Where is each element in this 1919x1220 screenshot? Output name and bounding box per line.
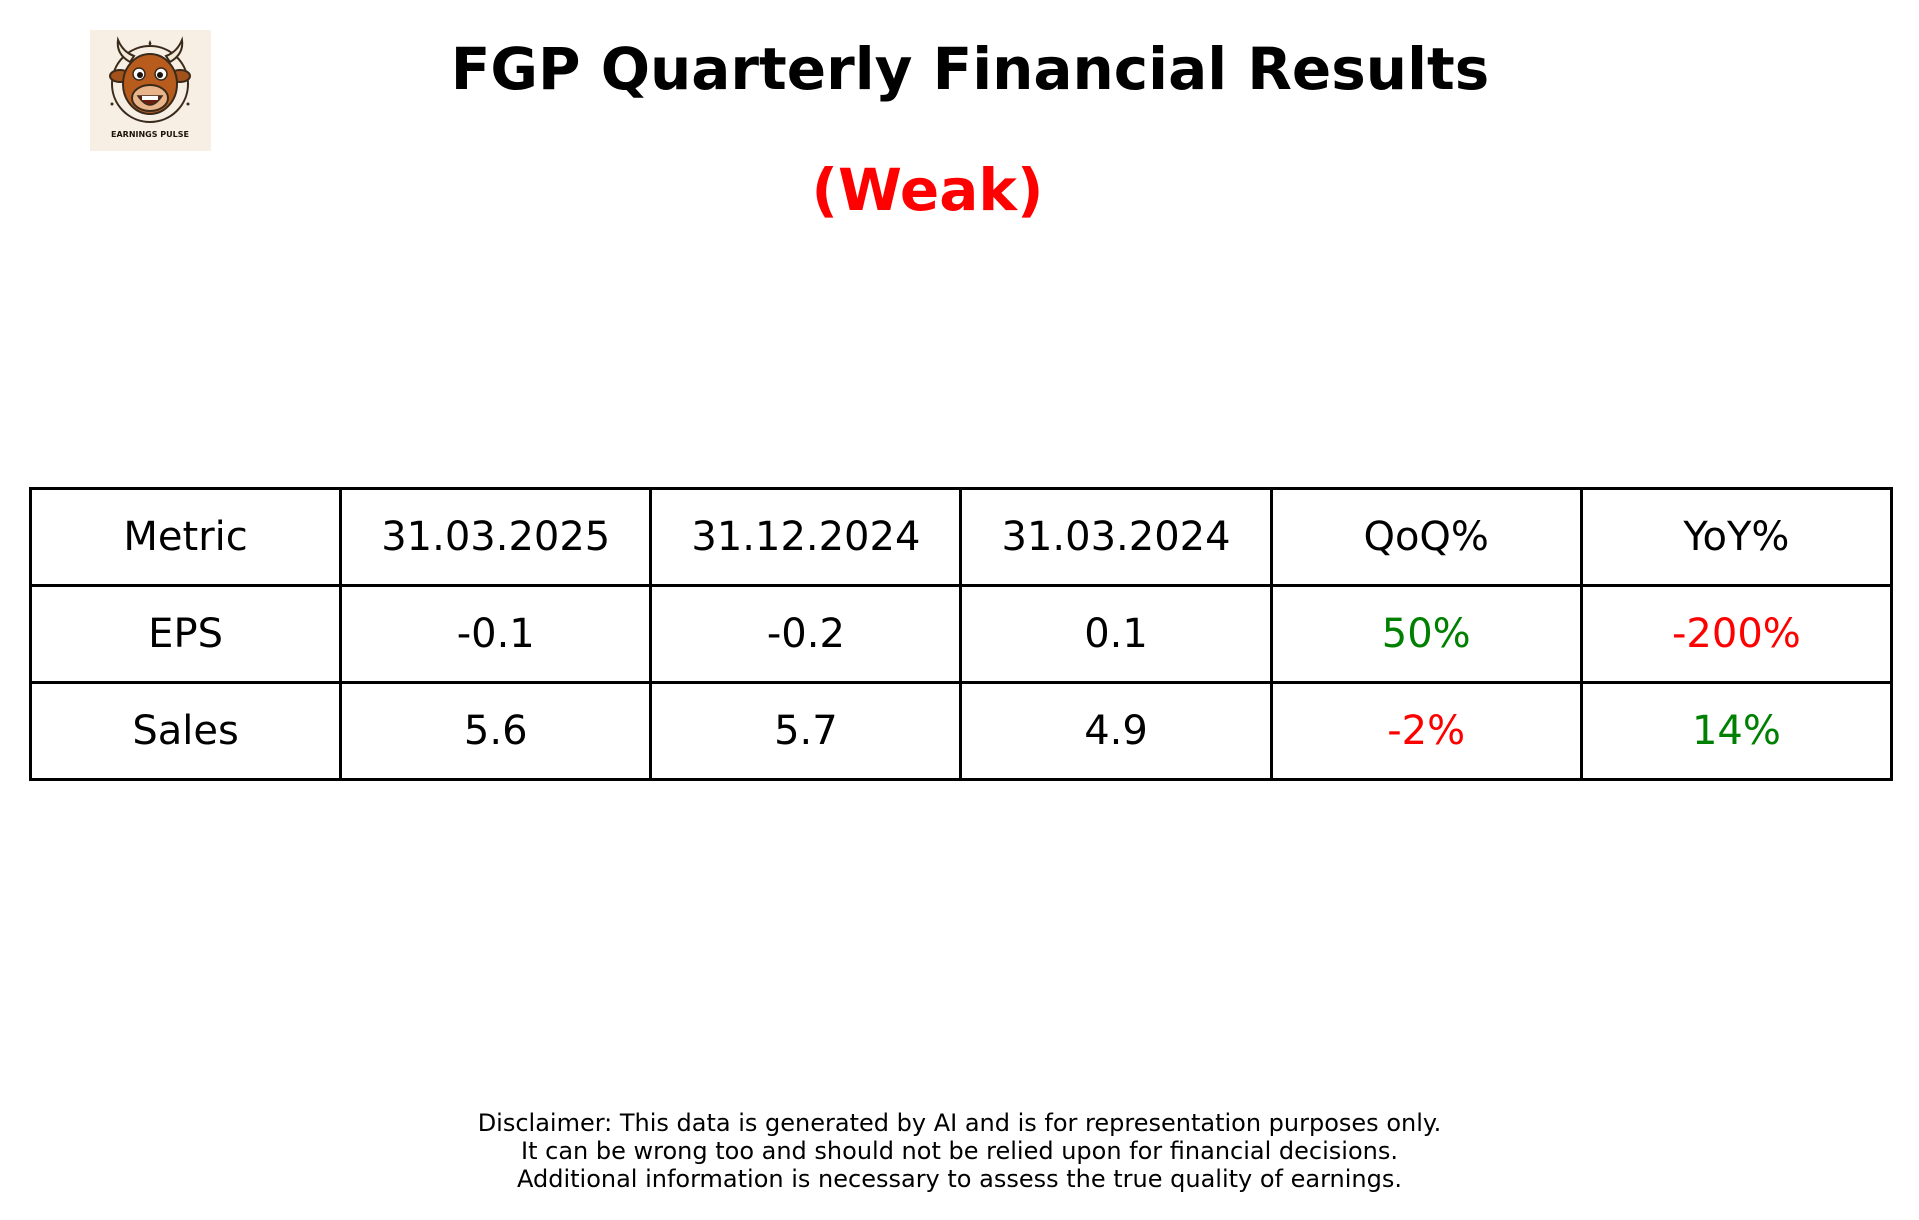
value-cell: -0.1 [339,584,653,684]
column-header-metric: Metric [28,487,343,587]
column-header-period-1: 31.03.2025 [339,487,653,587]
table-row-eps: EPS -0.1 -0.2 0.1 50% -200% [28,584,1894,684]
page-title: FGP Quarterly Financial Results [450,35,1490,103]
qoq-change-cell: -2% [1269,681,1583,781]
yoy-change-cell: 14% [1579,681,1894,781]
rating-label: (Weak) [811,156,1044,224]
value-cell: 5.6 [339,681,653,781]
yoy-change-cell: -200% [1579,584,1894,684]
column-header-yoy: YoY% [1579,487,1894,587]
table-header-row: Metric 31.03.2025 31.12.2024 31.03.2024 … [28,487,1894,587]
disclaimer-line: Additional information is necessary to a… [516,1165,1402,1193]
logo-text: EARNINGS PULSE [111,130,189,139]
column-header-qoq: QoQ% [1269,487,1583,587]
bull-icon: EARNINGS PULSE [109,36,191,139]
table-row-sales: Sales 5.6 5.7 4.9 -2% 14% [28,681,1894,781]
metric-name-cell: Sales [28,681,343,781]
earnings-pulse-logo: EARNINGS PULSE [90,30,211,151]
disclaimer-line: Disclaimer: This data is generated by AI… [477,1109,1442,1137]
value-cell: -0.2 [649,584,963,684]
disclaimer-line: It can be wrong too and should not be re… [521,1137,1398,1165]
value-cell: 4.9 [959,681,1273,781]
column-header-period-2: 31.12.2024 [649,487,963,587]
metric-name-cell: EPS [28,584,343,684]
column-header-period-3: 31.03.2024 [959,487,1273,587]
value-cell: 5.7 [649,681,963,781]
value-cell: 0.1 [959,584,1273,684]
qoq-change-cell: 50% [1269,584,1583,684]
results-table: Metric 31.03.2025 31.12.2024 31.03.2024 … [28,487,1894,781]
disclaimer: Disclaimer: This data is generated by AI… [0,1109,1919,1193]
